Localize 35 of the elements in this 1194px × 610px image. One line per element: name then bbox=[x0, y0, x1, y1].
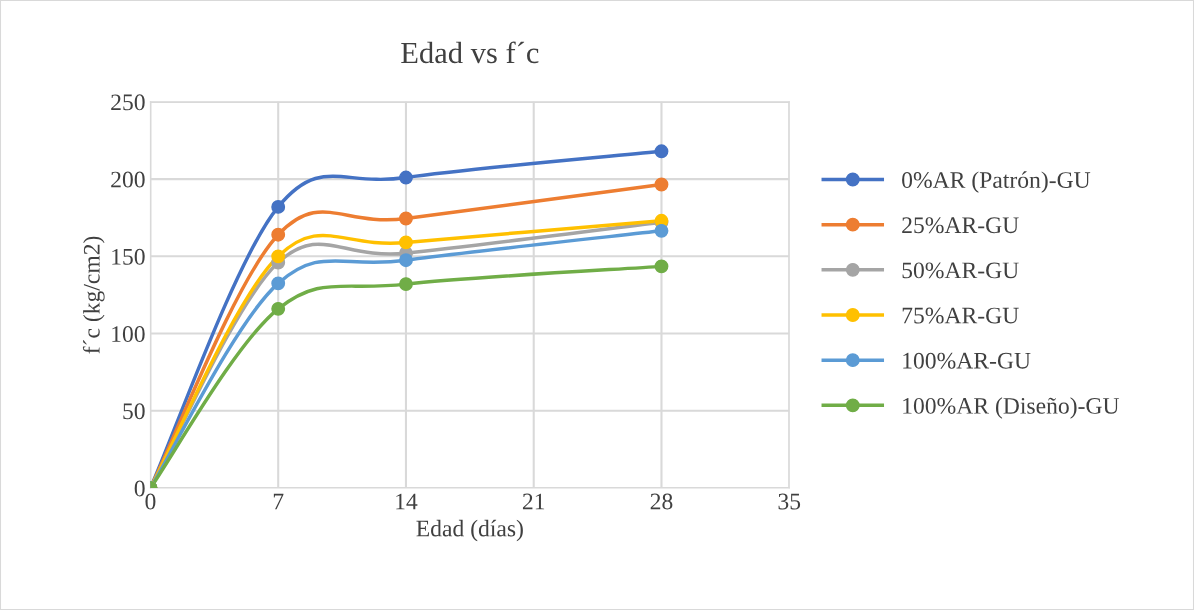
chart-title: Edad vs f´c bbox=[401, 41, 539, 64]
point bbox=[271, 276, 286, 291]
point bbox=[271, 199, 286, 214]
legend-label: 75%AR-GU bbox=[902, 307, 1019, 324]
point bbox=[654, 144, 669, 159]
x-tick-label: 14 bbox=[396, 493, 418, 510]
x-tick-label: 0 bbox=[145, 493, 156, 510]
y-axis-title: f´c (kg/cm2) bbox=[82, 236, 105, 354]
x-tick-label: 35 bbox=[778, 493, 801, 510]
legend-label: 50%AR-GU bbox=[902, 262, 1019, 279]
x-axis-title: Edad (días) bbox=[416, 519, 523, 542]
point bbox=[399, 211, 413, 226]
point bbox=[271, 301, 286, 316]
y-tick-label: 100 bbox=[112, 326, 145, 342]
x-tick-label: 21 bbox=[522, 493, 545, 510]
point bbox=[271, 249, 286, 264]
point bbox=[399, 235, 413, 250]
legend-label: 0%AR (Patrón)-GU bbox=[902, 171, 1091, 193]
point bbox=[399, 277, 413, 292]
point bbox=[654, 177, 669, 192]
x-tick-label: 28 bbox=[650, 493, 673, 510]
y-tick-label: 0 bbox=[134, 480, 145, 497]
legend-label: 100%AR (Diseño)-GU bbox=[903, 397, 1120, 419]
point bbox=[654, 223, 669, 238]
x-tick-label: 7 bbox=[273, 493, 284, 510]
y-tick-label: 200 bbox=[111, 171, 145, 188]
y-tick-label: 150 bbox=[112, 248, 145, 265]
point bbox=[271, 227, 286, 242]
legend-label: 25%AR-GU bbox=[902, 217, 1019, 234]
y-tick-label: 50 bbox=[123, 403, 145, 420]
legend-label: 100%AR-GU bbox=[903, 352, 1031, 369]
y-tick-label: 250 bbox=[111, 94, 145, 111]
point bbox=[654, 259, 669, 274]
point bbox=[399, 253, 413, 268]
point bbox=[399, 170, 413, 185]
